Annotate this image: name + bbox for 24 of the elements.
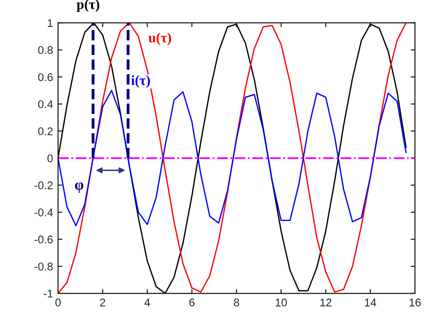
- x-tick-label: 4: [144, 298, 150, 306]
- y-tick-label: -0.6: [34, 236, 53, 244]
- y-tick-label: -1: [44, 290, 53, 298]
- x-tick-label: 14: [365, 298, 376, 306]
- y-tick-label: -0.4: [34, 208, 53, 216]
- series-label: u(τ): [148, 32, 172, 46]
- x-tick-label: 16: [410, 298, 421, 306]
- y-tick-label: -0.2: [34, 181, 53, 190]
- y-tick-label: 0.2: [38, 127, 53, 136]
- y-tick-label: 0.4: [38, 100, 53, 108]
- x-tick-label: 10: [276, 298, 287, 306]
- line-series: [58, 90, 407, 226]
- x-tick-label: 2: [100, 298, 106, 306]
- y-tick-label: 0: [47, 154, 53, 162]
- y-tick-label: -0.8: [34, 262, 53, 270]
- annotation: φ: [74, 182, 84, 193]
- y-tick-label: 0.8: [38, 46, 53, 54]
- y-tick-label: 0.6: [38, 73, 53, 82]
- x-tick-label: 8: [234, 298, 240, 306]
- x-tick-label: 0: [55, 298, 61, 306]
- x-tick-label: 12: [320, 298, 332, 306]
- series-label: i(τ): [131, 75, 150, 88]
- y-tick-label: 1: [48, 19, 53, 27]
- x-tick-label: 6: [189, 298, 194, 306]
